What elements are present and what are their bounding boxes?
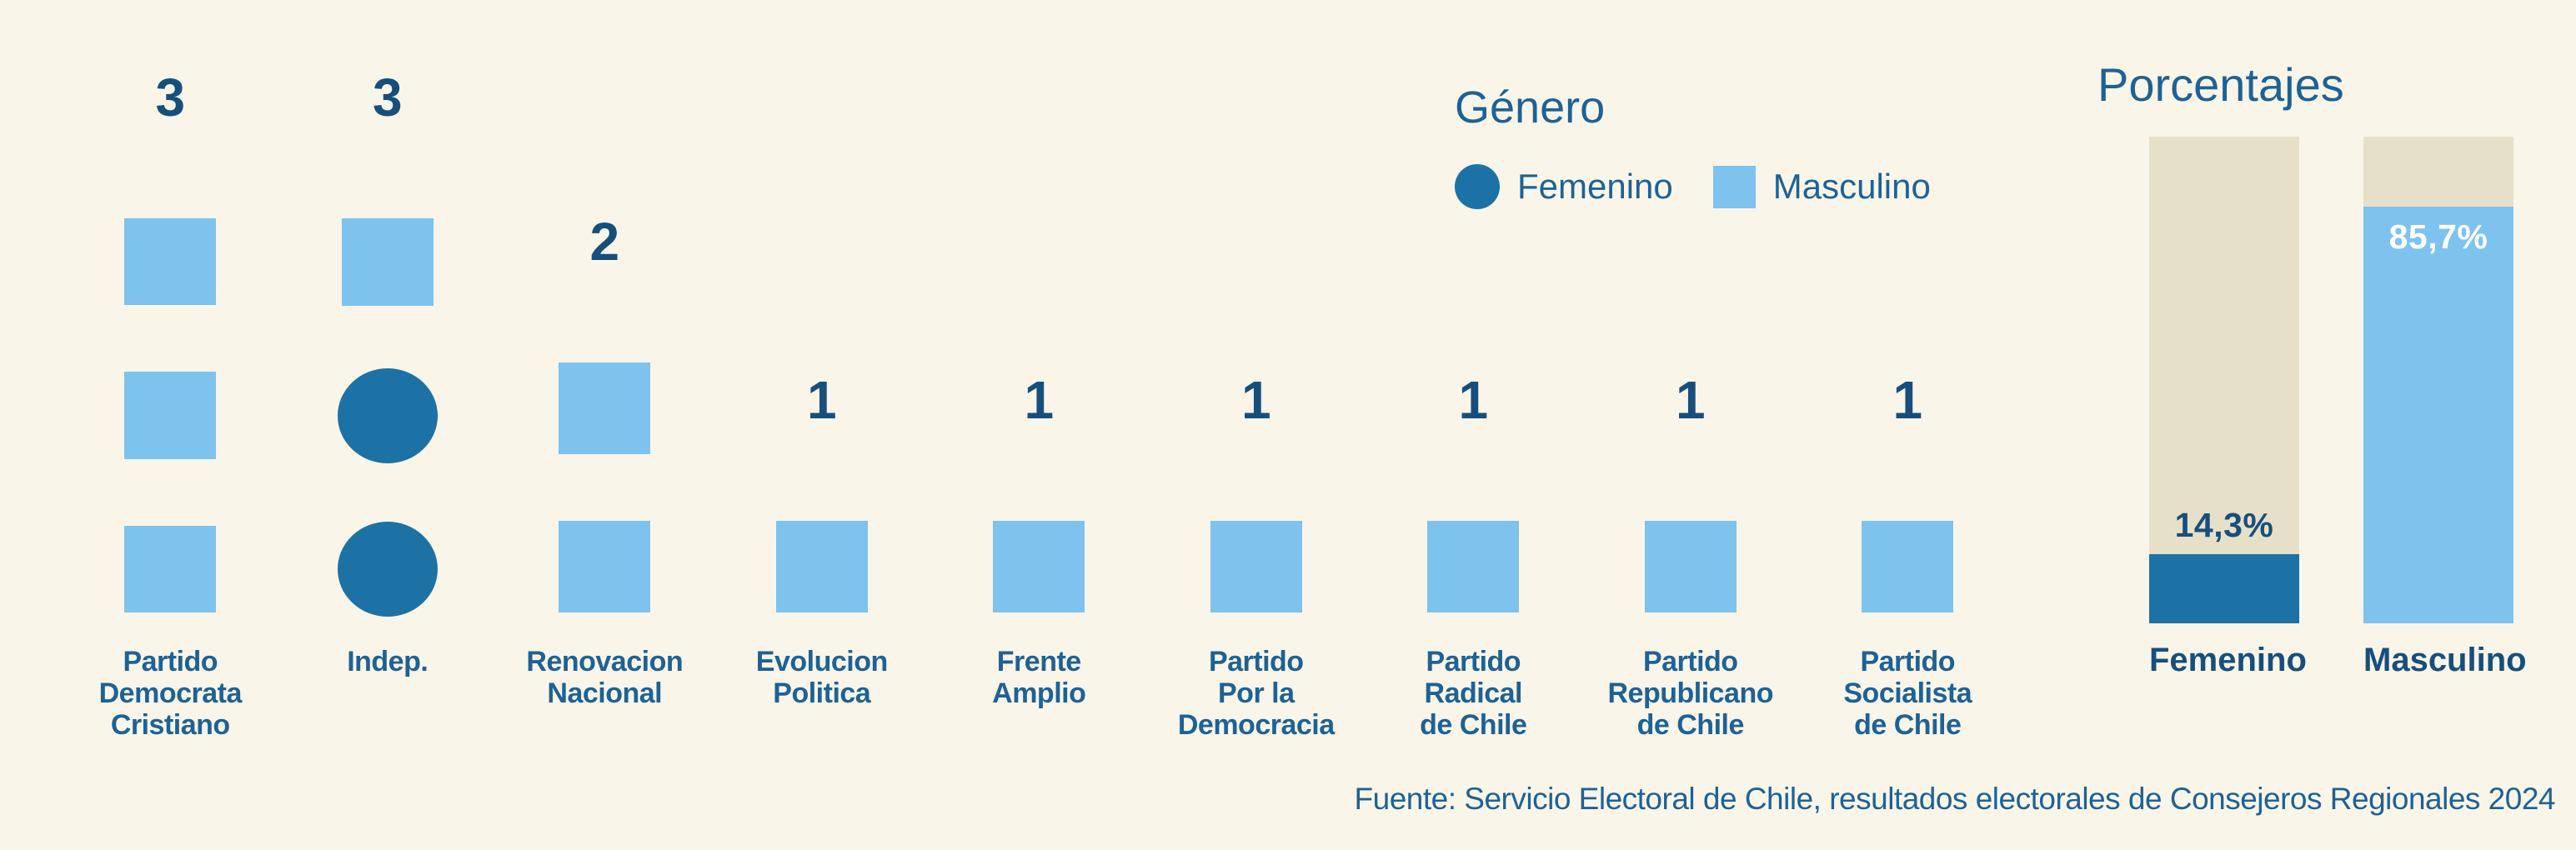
masculino-square-icon <box>124 525 217 612</box>
party-column: 2 Renovacion Nacional <box>496 71 714 741</box>
masculino-square-icon <box>1862 521 1954 612</box>
count-label: 1 <box>1675 370 1706 430</box>
masculino-square-icon <box>775 521 868 612</box>
icon-stack: 1 <box>1427 71 1520 612</box>
party-label: Evolucion Politica <box>755 646 888 710</box>
bar-femenino: 14,3% <box>2149 137 2299 623</box>
bar-femenino-label: Femenino <box>2149 642 2307 678</box>
bar-femenino-fill <box>2149 553 2299 623</box>
party-label: Indep. <box>347 646 428 678</box>
masculino-square-icon <box>1712 165 1756 208</box>
icon-stack: 1 <box>1644 71 1737 612</box>
gender-legend: Género Femenino Masculino <box>1455 82 1931 210</box>
party-label: Partido Por la Democracia <box>1177 646 1335 742</box>
femenino-circle-icon <box>1455 164 1500 210</box>
party-column: 1 Partido Radical de Chile <box>1365 71 1582 741</box>
masculino-square-icon <box>993 521 1085 612</box>
legend-item-label: Masculino <box>1772 167 1931 207</box>
legend-item: Femenino <box>1455 164 1673 210</box>
party-column: 1 Partido Por la Democracia <box>1148 71 1366 741</box>
count-label: 1 <box>806 370 837 430</box>
icon-stack: 1 <box>1862 71 1954 612</box>
icon-stack: 3 <box>124 68 217 612</box>
count-label: 2 <box>589 212 620 272</box>
party-column: 3 Indep. <box>279 71 497 741</box>
legend-item-label: Femenino <box>1517 167 1673 207</box>
icon-stack: 1 <box>775 71 868 612</box>
count-label: 3 <box>155 68 186 128</box>
icon-stack: 1 <box>1210 71 1302 612</box>
party-column: 1 Partido Republicano de Chile <box>1582 71 1800 741</box>
femenino-circle-icon <box>337 521 438 617</box>
count-label: 1 <box>1892 370 1923 430</box>
party-label: Partido Republicano de Chile <box>1607 646 1774 742</box>
count-label: 1 <box>1458 370 1489 430</box>
icon-stack: 1 <box>993 71 1085 612</box>
party-column: 1 Evolucion Politica <box>714 71 931 741</box>
party-label: Frente Amplio <box>992 646 1086 710</box>
party-column: 1 Frente Amplio <box>930 71 1148 741</box>
legend-item: Masculino <box>1712 165 1931 208</box>
masculino-square-icon <box>1427 521 1520 612</box>
bar-masculino: 85,7% <box>2363 137 2513 623</box>
icon-stack: 2 <box>559 71 651 612</box>
count-label: 3 <box>372 68 403 128</box>
bar-femenino-value: 14,3% <box>2174 505 2274 544</box>
masculino-square-icon <box>559 521 651 612</box>
masculino-square-icon <box>1644 521 1737 612</box>
masculino-square-icon <box>341 218 434 306</box>
bar-masculino-label: Masculino <box>2363 642 2527 678</box>
source-note: Fuente: Servicio Electoral de Chile, res… <box>1354 782 2556 816</box>
bar-masculino-value: 85,7% <box>2388 217 2488 256</box>
percentages-title: Porcentajes <box>2097 58 2344 111</box>
count-label: 1 <box>1024 370 1055 430</box>
count-label: 1 <box>1240 370 1271 430</box>
masculino-square-icon <box>559 362 651 454</box>
masculino-square-icon <box>124 372 217 459</box>
party-column: 3 Partido Democrata Cristiano <box>62 71 279 741</box>
percentages-chart: Porcentajes 14,3% 85,7% Femenino Masculi… <box>2076 50 2559 708</box>
masculino-square-icon <box>1210 521 1302 612</box>
icon-stack: 3 <box>337 68 438 617</box>
party-label: Partido Socialista de Chile <box>1843 646 1972 742</box>
masculino-square-icon <box>124 218 217 306</box>
party-label: Renovacion Nacional <box>526 646 684 710</box>
party-column: 1 Partido Socialista de Chile <box>1799 71 2017 741</box>
legend-title: Género <box>1455 82 1606 132</box>
bar-masculino-fill <box>2363 206 2513 623</box>
femenino-circle-icon <box>337 368 438 463</box>
party-label: Partido Democrata Cristiano <box>98 646 243 742</box>
party-label: Partido Radical de Chile <box>1420 646 1527 742</box>
pictogram-chart: 3 Partido Democrata Cristiano 3 Indep. 2… <box>62 71 2017 741</box>
legend-items: Femenino Masculino <box>1455 164 1931 210</box>
